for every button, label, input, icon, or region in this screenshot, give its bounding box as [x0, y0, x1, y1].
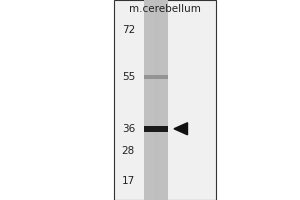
Text: 17: 17	[122, 176, 135, 186]
Polygon shape	[174, 123, 188, 135]
Bar	[144, 0, 168, 200]
Text: 36: 36	[122, 124, 135, 134]
Text: 55: 55	[122, 72, 135, 82]
Bar	[144, 126, 168, 132]
Text: 72: 72	[122, 25, 135, 35]
Text: 28: 28	[122, 146, 135, 156]
Bar	[144, 75, 168, 79]
Text: m.cerebellum: m.cerebellum	[129, 4, 201, 14]
Bar	[114, 0, 216, 200]
